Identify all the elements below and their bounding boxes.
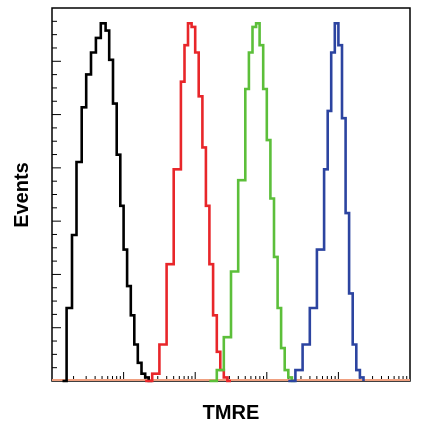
y-axis-label: Events bbox=[11, 162, 33, 228]
series-line-1 bbox=[62, 22, 153, 383]
series-line-2 bbox=[145, 22, 231, 383]
series-layer bbox=[52, 22, 410, 383]
x-axis-label: TMRE bbox=[203, 402, 260, 424]
series-line-3 bbox=[209, 22, 296, 383]
series-line-4 bbox=[288, 22, 365, 383]
y-axis-ticks bbox=[52, 7, 61, 369]
